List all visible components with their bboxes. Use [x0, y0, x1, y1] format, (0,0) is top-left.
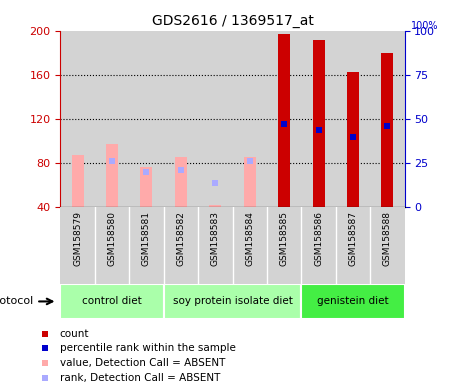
Text: rank, Detection Call = ABSENT: rank, Detection Call = ABSENT	[60, 373, 220, 383]
Bar	[336, 31, 370, 207]
Text: GSM158584: GSM158584	[245, 211, 254, 266]
Bar	[198, 31, 232, 207]
Bar	[301, 284, 405, 319]
Bar	[370, 31, 405, 207]
Bar	[278, 34, 290, 207]
Bar	[301, 207, 336, 284]
Text: GSM158579: GSM158579	[73, 211, 82, 266]
Bar	[267, 207, 301, 284]
Bar	[164, 31, 198, 207]
Bar	[381, 53, 393, 207]
Bar	[198, 207, 232, 284]
Text: 100%: 100%	[412, 21, 439, 31]
Bar	[244, 157, 256, 207]
Text: GSM158581: GSM158581	[142, 211, 151, 266]
Bar	[164, 207, 198, 284]
Text: percentile rank within the sample: percentile rank within the sample	[60, 343, 236, 353]
Bar	[175, 157, 187, 207]
Text: protocol: protocol	[0, 296, 33, 306]
Bar	[370, 207, 405, 284]
Bar	[129, 207, 164, 284]
Bar	[347, 71, 359, 207]
Text: GSM158586: GSM158586	[314, 211, 323, 266]
Text: control diet: control diet	[82, 296, 142, 306]
Bar	[164, 284, 301, 319]
Bar	[232, 207, 267, 284]
Bar	[267, 31, 301, 207]
Text: GSM158582: GSM158582	[176, 211, 186, 266]
Text: count: count	[60, 329, 89, 339]
Bar	[312, 40, 325, 207]
Text: soy protein isolate diet: soy protein isolate diet	[173, 296, 292, 306]
Text: genistein diet: genistein diet	[317, 296, 389, 306]
Bar	[129, 31, 164, 207]
Text: GSM158587: GSM158587	[348, 211, 358, 266]
Bar	[336, 207, 370, 284]
Bar	[209, 205, 221, 207]
Bar	[60, 31, 95, 207]
Text: GSM158588: GSM158588	[383, 211, 392, 266]
Bar	[95, 31, 129, 207]
Bar	[60, 207, 95, 284]
Bar	[301, 31, 336, 207]
Bar	[95, 207, 129, 284]
Text: GSM158585: GSM158585	[279, 211, 289, 266]
Bar	[140, 167, 153, 207]
Text: GSM158583: GSM158583	[211, 211, 220, 266]
Text: GSM158580: GSM158580	[107, 211, 117, 266]
Title: GDS2616 / 1369517_at: GDS2616 / 1369517_at	[152, 14, 313, 28]
Text: value, Detection Call = ABSENT: value, Detection Call = ABSENT	[60, 358, 225, 368]
Bar	[60, 284, 164, 319]
Bar	[72, 156, 84, 207]
Bar	[106, 144, 118, 207]
Bar	[232, 31, 267, 207]
